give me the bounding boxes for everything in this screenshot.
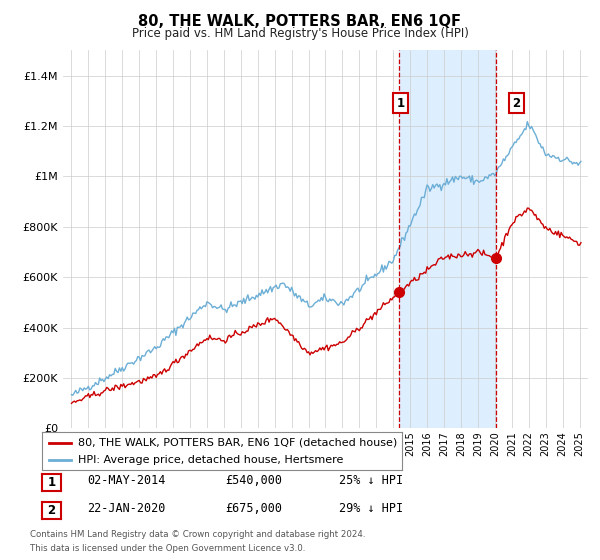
Text: 25% ↓ HPI: 25% ↓ HPI [339,474,403,487]
Text: 80, THE WALK, POTTERS BAR, EN6 1QF (detached house): 80, THE WALK, POTTERS BAR, EN6 1QF (deta… [78,438,397,448]
Text: 2: 2 [512,97,520,110]
Bar [399,50,496,428]
Text: 29% ↓ HPI: 29% ↓ HPI [339,502,403,515]
Text: 80, THE WALK, POTTERS BAR, EN6 1QF: 80, THE WALK, POTTERS BAR, EN6 1QF [139,14,461,29]
Text: 2: 2 [47,503,56,517]
Text: HPI: Average price, detached house, Hertsmere: HPI: Average price, detached house, Hert… [78,455,343,465]
Text: 1: 1 [397,97,404,110]
Text: Price paid vs. HM Land Registry's House Price Index (HPI): Price paid vs. HM Land Registry's House … [131,27,469,40]
Text: This data is licensed under the Open Government Licence v3.0.: This data is licensed under the Open Gov… [30,544,305,553]
Text: Contains HM Land Registry data © Crown copyright and database right 2024.: Contains HM Land Registry data © Crown c… [30,530,365,539]
Text: £540,000: £540,000 [225,474,282,487]
Text: 02-MAY-2014: 02-MAY-2014 [87,474,166,487]
Text: 1: 1 [47,475,56,489]
Text: £675,000: £675,000 [225,502,282,515]
Text: 22-JAN-2020: 22-JAN-2020 [87,502,166,515]
